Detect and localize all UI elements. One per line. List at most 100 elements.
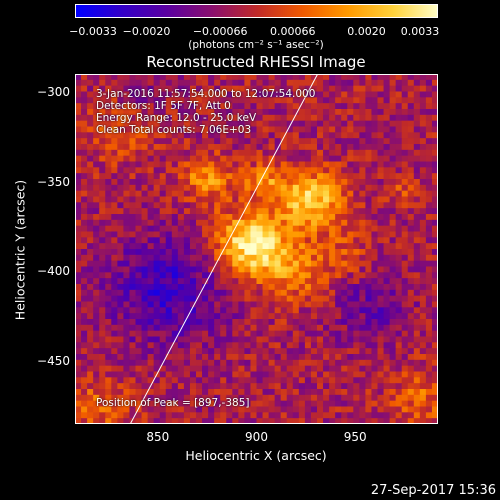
heatmap-cell [208, 365, 215, 373]
heatmap-cell [280, 132, 288, 139]
heatmap-cell [353, 149, 360, 157]
heatmap-cell [75, 109, 82, 116]
heatmap-cell [292, 196, 300, 203]
heatmap-cell [159, 324, 167, 332]
heatmap-cell [177, 365, 185, 373]
heatmap-cell [232, 138, 239, 145]
heatmap-cell [262, 97, 270, 104]
heatmap-cell [383, 254, 391, 262]
heatmap-cell [274, 179, 282, 186]
heatmap-cell [286, 365, 294, 373]
heatmap-cell [153, 383, 161, 390]
heatmap-cell [323, 231, 330, 238]
heatmap-cell [159, 289, 167, 297]
heatmap-cell [395, 114, 403, 122]
heatmap-cell [304, 377, 312, 384]
heatmap-cell [323, 149, 330, 157]
heatmap-cell [129, 278, 137, 285]
heatmap-cell [129, 266, 137, 273]
heatmap-cell [262, 400, 270, 408]
heatmap-cell [304, 237, 312, 244]
heatmap-cell [250, 243, 258, 250]
heatmap-cell [401, 319, 409, 326]
heatmap-cell [310, 272, 318, 279]
heatmap-cell [147, 114, 155, 122]
heatmap-cell [310, 155, 318, 163]
heatmap-cell [341, 79, 348, 87]
heatmap-cell [141, 412, 149, 419]
heatmap-cell [262, 173, 270, 180]
heatmap-cell [268, 301, 276, 308]
heatmap-cell [117, 266, 124, 273]
heatmap-cell [280, 173, 288, 180]
heatmap-cell [280, 196, 288, 203]
heatmap-cell [183, 208, 191, 215]
heatmap-cell [389, 284, 397, 291]
heatmap-cell [425, 295, 433, 303]
heatmap-cell [341, 208, 348, 215]
heatmap-cell [431, 144, 438, 151]
heatmap-cell [250, 284, 258, 291]
heatmap-cell [298, 406, 306, 413]
heatmap-cell [171, 412, 179, 419]
heatmap-cell [341, 149, 348, 157]
heatmap-cell [75, 249, 82, 256]
heatmap-cell [310, 225, 318, 233]
heatmap-cell [395, 400, 403, 408]
heatmap-cell [419, 190, 427, 198]
heatmap-cell [141, 184, 149, 192]
heatmap-cell [99, 307, 106, 314]
heatmap-cell [317, 319, 324, 326]
heatmap-cell [153, 412, 161, 419]
heatmap-cell [365, 319, 373, 326]
heatmap-cell [99, 301, 106, 308]
heatmap-cell [353, 284, 360, 291]
heatmap-cell [226, 336, 233, 343]
heatmap-cell [141, 243, 149, 250]
heatmap-cell [256, 348, 264, 355]
heatmap-cell [304, 167, 312, 174]
heatmap-cell [220, 307, 227, 314]
heatmap-cell [171, 289, 179, 297]
heatmap-cell [383, 330, 391, 338]
heatmap-cell [401, 103, 409, 110]
heatmap-cell [274, 394, 282, 402]
heatmap-cell [202, 319, 209, 326]
heatmap-cell [141, 97, 149, 104]
heatmap-cell [268, 319, 276, 326]
heatmap-cell [407, 254, 415, 262]
heatmap-cell [183, 406, 191, 413]
heatmap-cell [419, 406, 427, 413]
heatmap-cell [292, 231, 300, 238]
heatmap-cell [202, 249, 209, 256]
heatmap-cell [208, 377, 215, 384]
heatmap-cell [129, 184, 137, 192]
heatmap-cell [419, 418, 427, 424]
heatmap-cell [310, 120, 318, 128]
heatmap-cell [135, 79, 143, 87]
heatmap-cell [353, 85, 360, 93]
heatmap-cell [359, 389, 366, 396]
heatmap-cell [359, 74, 366, 81]
heatmap-cell [220, 161, 227, 168]
heatmap-cell [353, 354, 360, 361]
heatmap-cell [111, 91, 118, 98]
heatmap-cell [425, 126, 433, 133]
heatmap-cell [202, 219, 209, 227]
heatmap-cell [220, 74, 227, 81]
heatmap-cell [262, 313, 270, 320]
heatmap-cell [371, 406, 379, 413]
heatmap-cell [341, 295, 348, 303]
heatmap-cell [171, 219, 179, 227]
heatmap-cell [244, 208, 252, 215]
heatmap-cell [244, 231, 252, 238]
heatmap-cell [165, 359, 173, 367]
heatmap-cell [419, 149, 427, 157]
heatmap-cell [335, 313, 342, 320]
heatmap-cell [202, 418, 209, 424]
heatmap-cell [75, 406, 82, 413]
heatmap-cell [177, 231, 185, 238]
heatmap-cell [93, 85, 100, 93]
solar-limb-line [129, 74, 319, 424]
heatmap-cell [359, 167, 366, 174]
